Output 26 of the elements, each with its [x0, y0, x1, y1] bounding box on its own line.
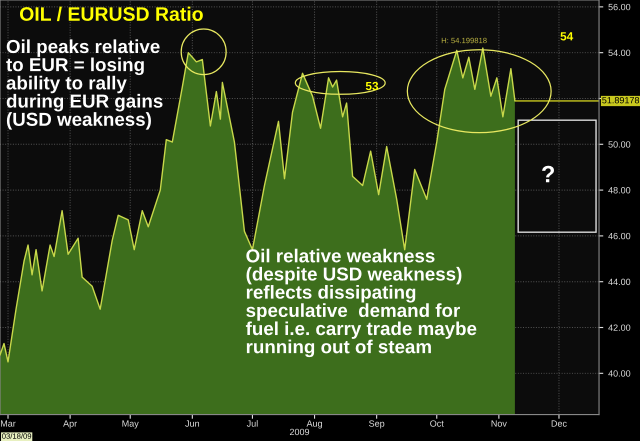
annotation: Oil relative weakness (despite USD weakness) reflects dissipating speculative demand for fuel i.e. carry trade maybe running out of steam: [246, 248, 476, 358]
annotation: Oil peaks relative to EUR = losing ability to rally during EUR gains (USD weakness): [6, 39, 163, 130]
y-tick-label: 54.00: [608, 50, 630, 56]
x-tick-label: Mar: [0, 420, 16, 427]
y-tick-label: 44.00: [608, 278, 630, 286]
y-tick-label: 42.00: [608, 324, 630, 331]
x-tick-label: Nov: [492, 420, 507, 427]
annotation: 53: [366, 82, 378, 90]
y-tick-label: 40.00: [608, 370, 630, 377]
x-axis-title: 2009: [290, 428, 310, 436]
y-tick-label: 50.00: [608, 141, 630, 148]
x-tick-label: Sep: [369, 420, 384, 429]
x-tick-label: Oct: [430, 420, 444, 427]
x-tick-label: Jul: [246, 420, 258, 427]
y-tick-label: 48.00: [608, 187, 630, 194]
y-tick-label: 46.00: [608, 232, 630, 240]
chart-title: OIL / EURUSD Ratio: [20, 6, 203, 22]
annotation: 54: [560, 32, 574, 40]
y-tick-label: 56.00: [608, 4, 630, 10]
x-tick-label: Dec: [552, 420, 567, 427]
ref-line-label: 51.89178: [602, 96, 640, 104]
x-tick-label: Jun: [185, 420, 200, 427]
x-tick-label: Aug: [306, 420, 322, 429]
x-tick-label: Apr: [63, 420, 77, 429]
x-tick-label: May: [122, 420, 139, 429]
annotation: ?: [542, 166, 554, 182]
